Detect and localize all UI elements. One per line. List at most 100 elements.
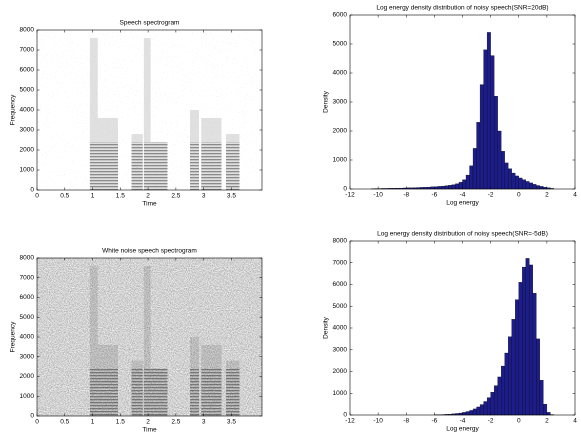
histogram-bar [497,376,502,416]
y-tick-label: 0 [343,412,347,419]
x-tick-label: 2 [545,192,549,199]
histogram-bar [465,411,470,416]
y-tick-label: 0 [30,413,34,420]
histogram-bar [518,282,523,416]
x-tick-label: 4 [573,418,577,425]
x-tick-label: -2 [488,192,494,199]
y-tick-label: 1000 [20,167,35,174]
y-tick-label: 0 [343,186,347,193]
speech-band [143,265,151,416]
histogram-bar [469,165,474,190]
histogram-bar [504,352,509,416]
y-tick-label: 1000 [333,157,348,164]
y-tick-label: 6000 [333,12,348,19]
speech-harmonics [226,142,240,190]
x-axis-label: Log energy [446,426,479,433]
y-tick-label: 7000 [20,274,35,281]
x-axis-label: Time [142,201,157,208]
x-tick-label: -8 [403,418,409,425]
histogram-bar [525,258,530,416]
histogram-bar [479,84,484,190]
histogram-bar [483,49,488,190]
x-tick-label: 0.5 [60,419,69,426]
y-tick-label: 5000 [20,314,35,321]
histogram-bar [539,380,544,416]
x-tick-label: 2 [146,419,150,426]
x-tick-label: 1.5 [116,193,125,200]
histogram-bar [444,185,449,190]
y-tick-label: 4000 [333,325,348,332]
y-tick-label: 3000 [333,346,348,353]
histogram-bar [508,168,512,190]
x-tick-label: 3.5 [227,419,236,426]
y-tick-label: 8000 [333,238,348,245]
x-tick-label: -10 [373,418,383,425]
x-tick-label: 0.5 [60,193,69,200]
histogram-bar [515,299,519,416]
histogram-bar [497,130,502,190]
histogram-bar [525,181,530,190]
histogram-bar [522,179,526,190]
y-tick-label: 7000 [333,259,348,266]
histogram-bar [522,266,526,416]
chart-title: White noise speech spectrogram [102,248,197,255]
x-tick-label: 0 [517,418,521,425]
histogram-bar [532,293,537,416]
subplot: 0 0.5 1 1.5 2 2.5 3 3.5 0 1000 2000 3000 4000 5000 600… [10,248,263,434]
histogram-bar [472,148,477,190]
histogram-bar [546,412,551,416]
x-tick-label: -4 [460,192,466,199]
chart-title: Speech spectrogram [120,20,180,27]
x-tick-label: 3.5 [227,193,236,200]
y-axis-label: Frequency [10,321,17,352]
x-tick-label: -6 [431,192,437,199]
histogram-bar [536,185,540,190]
x-tick-label: 4 [573,192,577,199]
histogram-bar [476,122,481,190]
x-axis-label: Time [142,427,157,434]
histogram-bar [441,185,446,190]
histogram-bar [511,319,516,416]
y-tick-label: 2000 [20,373,35,380]
speech-harmonics [89,142,98,190]
speech-harmonics [131,142,143,190]
histogram-bar [504,162,509,190]
y-tick-label: 6000 [20,67,35,74]
y-tick-label: 4000 [20,334,35,341]
histogram-bar [543,403,548,416]
x-tick-label: 1 [91,419,95,426]
x-tick-label: -6 [431,418,437,425]
histogram-bar [501,151,505,190]
x-tick-label: -4 [460,418,466,425]
chart-title: Log energy density distribution of noisy… [377,231,548,238]
x-tick-label: 2.5 [171,419,180,426]
y-tick-label: 8000 [20,27,35,34]
x-axis-label: Log energy [446,200,479,207]
subplot: -12 -10 -8 -6 -4 -2 0 2 4 0 1000 2000 3000 4000 5000 60… [323,5,577,207]
y-axis-label: Density [323,90,330,112]
x-tick-label: 0 [35,193,39,200]
y-tick-label: 8000 [20,255,35,262]
speech-harmonics [201,368,222,416]
histogram-bar [462,412,467,416]
histogram-bar [437,186,442,190]
x-tick-label: 2 [545,418,549,425]
y-tick-label: 7000 [20,47,35,54]
speech-band [89,265,98,416]
histogram-bar [511,172,516,190]
histogram-bar [462,179,467,190]
x-tick-label: -12 [345,192,355,199]
histogram-bar [430,186,435,190]
x-tick-label: 1 [91,193,95,200]
x-tick-label: 0 [517,192,521,199]
speech-harmonics [226,368,240,416]
speech-harmonics [190,142,199,190]
histogram-bar [490,55,495,190]
histogram-bar [465,174,470,190]
x-tick-label: 0 [35,419,39,426]
x-tick-label: 2.5 [171,193,180,200]
speech-harmonics [97,142,118,190]
speech-harmonics [143,142,151,190]
histogram-bar [448,185,453,190]
